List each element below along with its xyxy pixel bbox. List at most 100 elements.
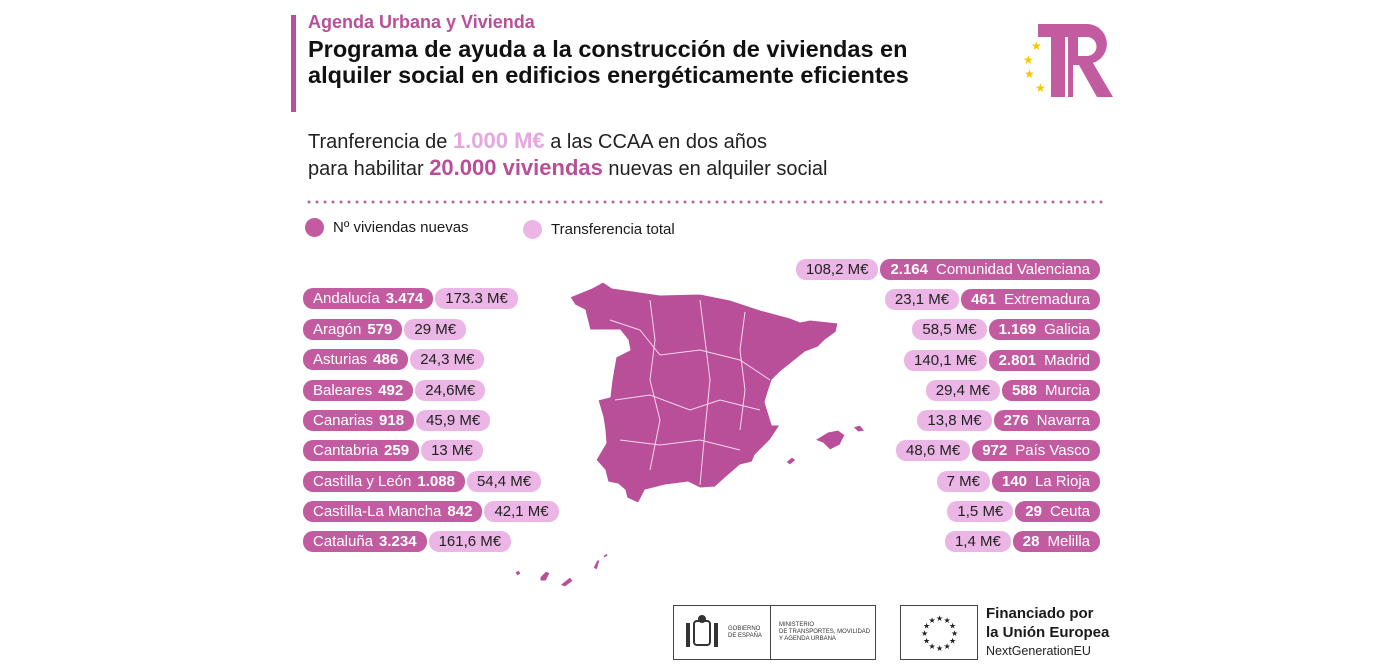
region-name: Asturias bbox=[313, 351, 368, 368]
region-row: Andalucía 3.474 173.3 M€ bbox=[303, 288, 518, 309]
homes-pill: Cantabria 259 bbox=[303, 440, 420, 461]
legend-homes: Nº viviendas nuevas bbox=[305, 218, 469, 237]
homes-pill: 2.164 Comunidad Valenciana bbox=[880, 259, 1100, 280]
svg-text:★: ★ bbox=[949, 622, 956, 631]
transfer-pill: 29 M€ bbox=[404, 319, 467, 340]
region-name: Andalucía bbox=[313, 290, 380, 307]
canarias-shape bbox=[514, 552, 609, 588]
homes-count: 3.474 bbox=[385, 290, 424, 307]
homes-pill: Andalucía 3.474 bbox=[303, 288, 434, 309]
region-name: País Vasco bbox=[1015, 442, 1090, 459]
region-name: Cataluña bbox=[313, 533, 374, 550]
region-name: Comunidad Valenciana bbox=[936, 261, 1090, 278]
homes-count: 579 bbox=[367, 321, 393, 338]
transfer-pill: 45,9 M€ bbox=[416, 410, 491, 431]
svg-text:★: ★ bbox=[944, 642, 951, 651]
region-name: Madrid bbox=[1044, 352, 1090, 369]
total-homes: 20.000 viviendas bbox=[429, 155, 603, 180]
transfer-pill: 58,5 M€ bbox=[912, 319, 987, 340]
ministry-text: DE TRANSPORTES, MOVILIDAD bbox=[779, 629, 871, 635]
homes-count: 140 bbox=[1001, 473, 1027, 490]
region-row: Baleares 492 24,6M€ bbox=[303, 380, 486, 401]
region-name: Castilla-La Mancha bbox=[313, 503, 442, 520]
region-name: La Rioja bbox=[1034, 473, 1090, 490]
svg-text:★: ★ bbox=[1024, 67, 1035, 81]
region-row: 108,2 M€ 2.164 Comunidad Valenciana bbox=[795, 259, 1100, 280]
summary-text: Tranferencia de bbox=[308, 131, 453, 153]
svg-text:★: ★ bbox=[944, 616, 951, 625]
svg-text:★: ★ bbox=[929, 642, 936, 651]
summary: Tranferencia de 1.000 M€ a las CCAA en d… bbox=[308, 128, 827, 182]
region-row: 58,5 M€ 1.169 Galicia bbox=[912, 319, 1100, 340]
transfer-pill: 108,2 M€ bbox=[795, 259, 879, 280]
homes-count: 28 bbox=[1022, 533, 1040, 550]
dotted-divider bbox=[305, 200, 1105, 204]
homes-count: 461 bbox=[971, 291, 997, 308]
transfer-pill: 7 M€ bbox=[936, 471, 990, 492]
region-name: Extremadura bbox=[1004, 291, 1090, 308]
svg-text:★: ★ bbox=[921, 629, 928, 638]
region-row: 140,1 M€ 2.801 Madrid bbox=[904, 350, 1100, 371]
region-name: Navarra bbox=[1036, 412, 1090, 429]
summary-text: nuevas en alquiler social bbox=[602, 158, 828, 180]
region-name: Aragón bbox=[313, 321, 362, 338]
homes-count: 492 bbox=[378, 382, 404, 399]
homes-pill: 29 Ceuta bbox=[1015, 501, 1100, 522]
transfer-pill: 161,6 M€ bbox=[428, 531, 512, 552]
homes-pill: 28 Melilla bbox=[1012, 531, 1100, 552]
homes-count: 588 bbox=[1011, 382, 1037, 399]
gobierno-espana-logo: GOBIERNO DE ESPAÑA MINISTERIO DE TRANSPORT… bbox=[673, 605, 876, 660]
legend-swatch bbox=[523, 220, 542, 239]
homes-count: 842 bbox=[447, 503, 473, 520]
coat-of-arms-icon bbox=[686, 614, 718, 647]
region-row: Canarias 918 45,9 M€ bbox=[303, 410, 491, 431]
homes-pill: Asturias 486 bbox=[303, 349, 409, 370]
mallorca-shape bbox=[813, 429, 846, 451]
homes-pill: 140 La Rioja bbox=[991, 471, 1100, 492]
transfer-pill: 13 M€ bbox=[421, 440, 483, 461]
ibiza-shape bbox=[785, 456, 797, 466]
eu-text: la Unión Europea bbox=[986, 624, 1110, 641]
legend-label: Transferencia total bbox=[551, 221, 675, 238]
homes-count: 1.088 bbox=[417, 473, 455, 490]
homes-pill: Cataluña 3.234 bbox=[303, 531, 427, 552]
ministry-text: Y AGENDA URBANA bbox=[779, 636, 836, 642]
total-transfer: 1.000 M€ bbox=[452, 128, 545, 153]
svg-text:★: ★ bbox=[1023, 53, 1034, 67]
region-row: 48,6 M€ 972 País Vasco bbox=[896, 440, 1100, 461]
region-row: 7 M€ 140 La Rioja bbox=[936, 471, 1100, 492]
homes-pill: Castilla y León 1.088 bbox=[303, 471, 465, 492]
plan-recuperacion-logo: ★★ ★★ bbox=[1023, 24, 1113, 97]
homes-pill: Aragón 579 bbox=[303, 319, 403, 340]
homes-pill: Canarias 918 bbox=[303, 410, 415, 431]
transfer-pill: 24,3 M€ bbox=[410, 349, 485, 370]
region-row: 13,8 M€ 276 Navarra bbox=[917, 410, 1100, 431]
eu-text: Financiado por bbox=[986, 605, 1094, 622]
svg-text:★: ★ bbox=[936, 644, 943, 653]
svg-text:★: ★ bbox=[951, 629, 958, 638]
summary-text: para habilitar bbox=[308, 158, 430, 180]
transfer-pill: 48,6 M€ bbox=[896, 440, 971, 461]
transfer-pill: 173.3 M€ bbox=[435, 288, 518, 309]
region-name: Ceuta bbox=[1049, 503, 1090, 520]
homes-pill: 1.169 Galicia bbox=[988, 319, 1100, 340]
legend-swatch bbox=[305, 218, 324, 237]
region-row: 29,4 M€ 588 Murcia bbox=[925, 380, 1100, 401]
svg-text:★: ★ bbox=[1035, 81, 1046, 95]
legend-label: Nº viviendas nuevas bbox=[333, 219, 469, 236]
region-row: 23,1 M€ 461 Extremadura bbox=[884, 289, 1100, 310]
peninsula-shape bbox=[569, 281, 839, 504]
homes-count: 259 bbox=[384, 442, 410, 459]
region-row: Cantabria 259 13 M€ bbox=[303, 440, 483, 461]
homes-pill: 972 País Vasco bbox=[972, 440, 1100, 461]
homes-pill: 461 Extremadura bbox=[961, 289, 1100, 310]
eu-flag-icon: ★ ★ ★ ★ ★ ★ ★ ★ ★ ★ ★ ★ bbox=[900, 605, 978, 660]
ministry-text: MINISTERIO bbox=[779, 622, 815, 628]
transfer-pill: 1,4 M€ bbox=[944, 531, 1011, 552]
region-name: Castilla y León bbox=[313, 473, 412, 490]
region-row: Castilla y León 1.088 54,4 M€ bbox=[303, 471, 542, 492]
transfer-pill: 29,4 M€ bbox=[925, 380, 1000, 401]
svg-text:★: ★ bbox=[949, 637, 956, 646]
